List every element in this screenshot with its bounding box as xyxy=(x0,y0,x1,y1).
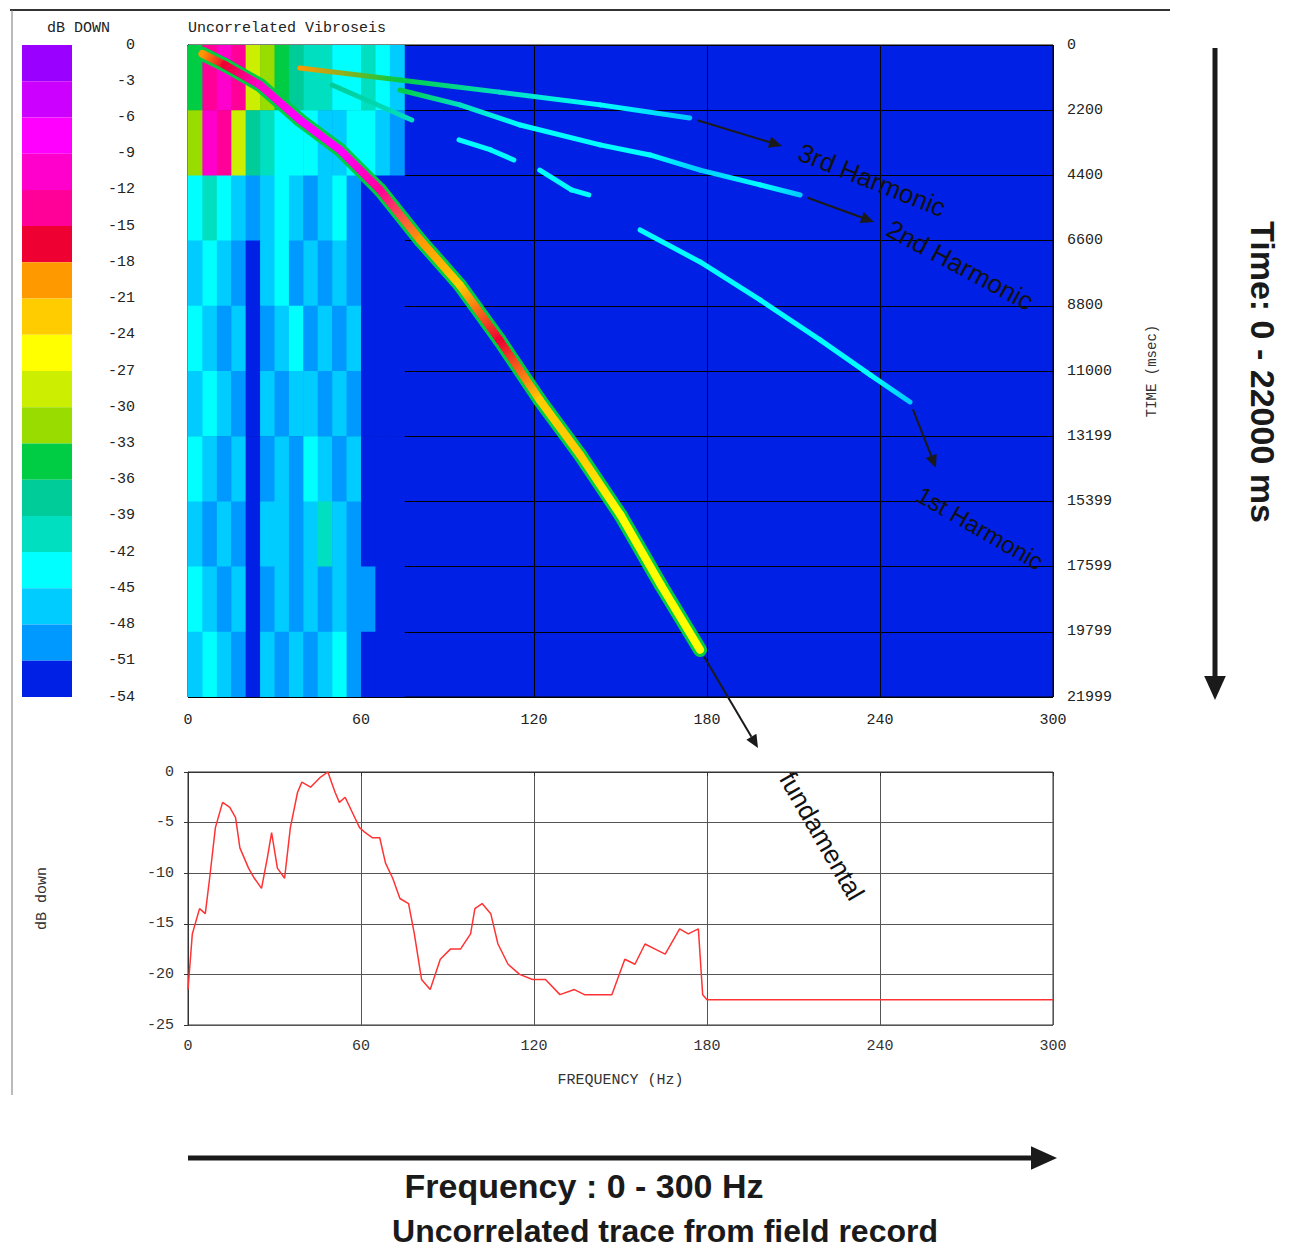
svg-text:0: 0 xyxy=(183,1038,192,1055)
svg-text:-10: -10 xyxy=(147,865,174,882)
svg-text:6600: 6600 xyxy=(1067,232,1103,249)
svg-text:dB DOWN: dB DOWN xyxy=(47,20,110,37)
svg-text:-15: -15 xyxy=(147,915,174,932)
svg-text:-25: -25 xyxy=(147,1017,174,1034)
svg-text:-39: -39 xyxy=(108,507,135,524)
svg-text:0: 0 xyxy=(126,37,135,54)
svg-text:15399: 15399 xyxy=(1067,493,1112,510)
svg-text:-24: -24 xyxy=(108,326,135,343)
svg-text:21999: 21999 xyxy=(1067,689,1112,706)
svg-text:120: 120 xyxy=(520,1038,547,1055)
svg-text:300: 300 xyxy=(1039,1038,1066,1055)
svg-text:-3: -3 xyxy=(117,73,135,90)
svg-text:-30: -30 xyxy=(108,399,135,416)
svg-text:4400: 4400 xyxy=(1067,167,1103,184)
svg-text:-42: -42 xyxy=(108,544,135,561)
svg-text:-12: -12 xyxy=(108,181,135,198)
svg-text:-5: -5 xyxy=(156,814,174,831)
svg-text:-33: -33 xyxy=(108,435,135,452)
svg-text:FREQUENCY (Hz): FREQUENCY (Hz) xyxy=(557,1072,683,1089)
svg-text:180: 180 xyxy=(693,712,720,729)
svg-text:-15: -15 xyxy=(108,218,135,235)
svg-text:-36: -36 xyxy=(108,471,135,488)
svg-text:-51: -51 xyxy=(108,652,135,669)
svg-text:-27: -27 xyxy=(108,363,135,380)
svg-text:240: 240 xyxy=(866,712,893,729)
svg-text:-9: -9 xyxy=(117,145,135,162)
svg-text:fundamental: fundamental xyxy=(773,767,870,906)
svg-text:17599: 17599 xyxy=(1067,558,1112,575)
svg-text:-45: -45 xyxy=(108,580,135,597)
svg-text:0: 0 xyxy=(183,712,192,729)
svg-text:60: 60 xyxy=(352,1038,370,1055)
svg-text:8800: 8800 xyxy=(1067,297,1103,314)
svg-text:Frequency : 0 - 300 Hz: Frequency : 0 - 300 Hz xyxy=(404,1167,763,1205)
svg-text:13199: 13199 xyxy=(1067,428,1112,445)
svg-text:11000: 11000 xyxy=(1067,363,1112,380)
svg-text:300: 300 xyxy=(1039,712,1066,729)
svg-text:1st Harmonic: 1st Harmonic xyxy=(912,481,1048,575)
svg-text:19799: 19799 xyxy=(1067,623,1112,640)
svg-text:180: 180 xyxy=(693,1038,720,1055)
svg-text:2nd Harmonic: 2nd Harmonic xyxy=(882,214,1039,317)
svg-text:-21: -21 xyxy=(108,290,135,307)
svg-text:-20: -20 xyxy=(147,966,174,983)
svg-text:-48: -48 xyxy=(108,616,135,633)
svg-text:Time: 0 - 22000 ms: Time: 0 - 22000 ms xyxy=(1244,221,1282,523)
svg-text:dB down: dB down xyxy=(34,867,51,930)
svg-text:2200: 2200 xyxy=(1067,102,1103,119)
svg-text:60: 60 xyxy=(352,712,370,729)
svg-text:Uncorrelated trace from field: Uncorrelated trace from field record xyxy=(392,1213,938,1249)
svg-text:-18: -18 xyxy=(108,254,135,271)
svg-text:3rd Harmonic: 3rd Harmonic xyxy=(794,137,950,223)
svg-text:0: 0 xyxy=(165,764,174,781)
svg-text:0: 0 xyxy=(1067,37,1076,54)
svg-text:240: 240 xyxy=(866,1038,893,1055)
svg-text:120: 120 xyxy=(520,712,547,729)
svg-text:-6: -6 xyxy=(117,109,135,126)
svg-text:TIME (msec): TIME (msec) xyxy=(1144,325,1160,417)
svg-text:Uncorrelated Vibroseis: Uncorrelated Vibroseis xyxy=(188,20,386,37)
svg-text:-54: -54 xyxy=(108,689,135,706)
